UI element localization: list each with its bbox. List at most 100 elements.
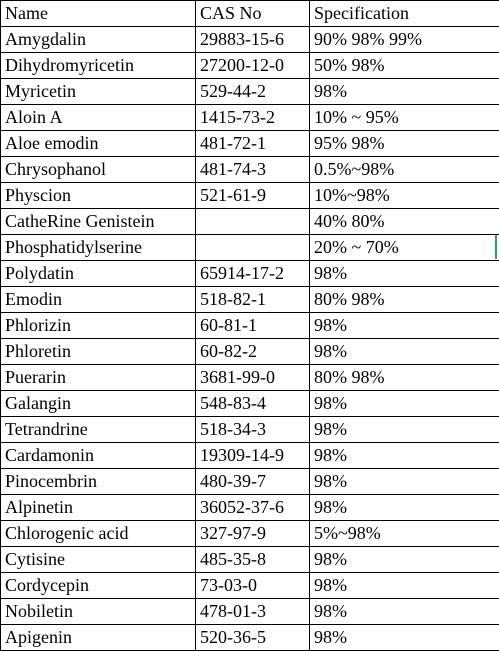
product-name-cell: Polydatin: [0, 260, 196, 287]
specification-cell: 98%: [309, 390, 499, 417]
table-row: Dihydromyricetin 27200-12-0 50% 98%: [0, 52, 499, 79]
table-row: Cytisine 485-35-8 98%: [0, 546, 499, 573]
specification-cell: 10% ~ 95%: [309, 104, 499, 131]
product-name-cell: Aloin A: [0, 104, 196, 131]
cas-number-cell: 19309-14-9: [195, 442, 310, 469]
cas-number-cell: [195, 234, 310, 261]
product-name-cell: Cordycepin: [0, 572, 196, 599]
specification-cell: 98%: [309, 494, 499, 521]
product-name-cell: Nobiletin: [0, 598, 196, 625]
header-row: Name CAS No Specification: [0, 0, 499, 27]
table-row: Phosphatidylserine 20% ~ 70%: [0, 234, 499, 261]
table-row: Pinocembrin 480-39-7 98%: [0, 468, 499, 495]
table-row: Cordycepin 73-03-0 98%: [0, 572, 499, 599]
cas-number-cell: 485-35-8: [195, 546, 310, 573]
specification-cell: 98%: [309, 598, 499, 625]
product-name-cell: Physcion: [0, 182, 196, 209]
cas-number-cell: 27200-12-0: [195, 52, 310, 79]
product-name-cell: Phloretin: [0, 338, 196, 365]
table-row: Chrysophanol 481-74-3 0.5%~98%: [0, 156, 499, 183]
product-name-cell: Chlorogenic acid: [0, 520, 196, 547]
table-row: Aloin A 1415-73-2 10% ~ 95%: [0, 104, 499, 131]
specification-cell: 98%: [309, 416, 499, 443]
product-name-cell: Emodin: [0, 286, 196, 313]
cas-number-cell: 518-34-3: [195, 416, 310, 443]
table-row: Apigenin 520-36-5 98%: [0, 624, 499, 651]
product-name-cell: Chrysophanol: [0, 156, 196, 183]
cas-number-cell: 1415-73-2: [195, 104, 310, 131]
product-name-cell: Pinocembrin: [0, 468, 196, 495]
table-row: Cardamonin 19309-14-9 98%: [0, 442, 499, 469]
product-name-cell: Galangin: [0, 390, 196, 417]
cas-number-cell: 521-61-9: [195, 182, 310, 209]
cas-number-cell: 29883-15-6: [195, 26, 310, 53]
table-row: Myricetin 529-44-2 98%: [0, 78, 499, 105]
table-row: Physcion 521-61-9 10%~98%: [0, 182, 499, 209]
specification-cell: 98%: [309, 78, 499, 105]
product-name-cell: Myricetin: [0, 78, 196, 105]
specification-cell: 98%: [309, 572, 499, 599]
specification-cell: 95% 98%: [309, 130, 499, 157]
header-name: Name: [0, 0, 196, 27]
cas-number-cell: 480-39-7: [195, 468, 310, 495]
specification-cell: 10%~98%: [309, 182, 499, 209]
specification-cell: 98%: [309, 260, 499, 287]
specification-cell: 40% 80%: [309, 208, 499, 235]
table-row: Chlorogenic acid 327-97-9 5%~98%: [0, 520, 499, 547]
table-row: Galangin 548-83-4 98%: [0, 390, 499, 417]
product-name-cell: Amygdalin: [0, 26, 196, 53]
table-row: Puerarin 3681-99-0 80% 98%: [0, 364, 499, 391]
cas-number-cell: 73-03-0: [195, 572, 310, 599]
cas-number-cell: 520-36-5: [195, 624, 310, 651]
table-row: CatheRine Genistein 40% 80%: [0, 208, 499, 235]
green-edge-marker: [495, 235, 497, 259]
table-row: Amygdalin 29883-15-6 90% 98% 99%: [0, 26, 499, 53]
cas-number-cell: 481-72-1: [195, 130, 310, 157]
cas-number-cell: 518-82-1: [195, 286, 310, 313]
product-name-cell: Phosphatidylserine: [0, 234, 196, 261]
product-name-cell: Phlorizin: [0, 312, 196, 339]
specification-cell: 98%: [309, 546, 499, 573]
product-name-cell: Cytisine: [0, 546, 196, 573]
specification-cell: 50% 98%: [309, 52, 499, 79]
specification-cell: 90% 98% 99%: [309, 26, 499, 53]
product-name-cell: Aloe emodin: [0, 130, 196, 157]
specification-cell: 98%: [309, 468, 499, 495]
cas-number-cell: 36052-37-6: [195, 494, 310, 521]
specification-cell: 80% 98%: [309, 286, 499, 313]
product-name-cell: CatheRine Genistein: [0, 208, 196, 235]
product-name-cell: Puerarin: [0, 364, 196, 391]
table-row: Aloe emodin 481-72-1 95% 98%: [0, 130, 499, 157]
cas-number-cell: 478-01-3: [195, 598, 310, 625]
specification-cell: 98%: [309, 442, 499, 469]
table-row: Phlorizin 60-81-1 98%: [0, 312, 499, 339]
specification-cell: 98%: [309, 312, 499, 339]
cas-number-cell: 60-82-2: [195, 338, 310, 365]
cas-number-cell: [195, 208, 310, 235]
specification-cell: 80% 98%: [309, 364, 499, 391]
header-specification: Specification: [309, 0, 499, 27]
header-cas-no: CAS No: [195, 0, 310, 27]
cas-number-cell: 60-81-1: [195, 312, 310, 339]
specification-cell: 98%: [309, 338, 499, 365]
specification-cell: 0.5%~98%: [309, 156, 499, 183]
cas-number-cell: 327-97-9: [195, 520, 310, 547]
specification-cell: 98%: [309, 624, 499, 651]
cas-number-cell: 548-83-4: [195, 390, 310, 417]
product-name-cell: Dihydromyricetin: [0, 52, 196, 79]
table-row: Polydatin 65914-17-2 98%: [0, 260, 499, 287]
table-row: Tetrandrine 518-34-3 98%: [0, 416, 499, 443]
product-name-cell: Alpinetin: [0, 494, 196, 521]
table-row: Nobiletin 478-01-3 98%: [0, 598, 499, 625]
cas-number-cell: 529-44-2: [195, 78, 310, 105]
table-row: Emodin 518-82-1 80% 98%: [0, 286, 499, 313]
table-row: Alpinetin 36052-37-6 98%: [0, 494, 499, 521]
cas-number-cell: 481-74-3: [195, 156, 310, 183]
table-row: Phloretin 60-82-2 98%: [0, 338, 499, 365]
cas-number-cell: 65914-17-2: [195, 260, 310, 287]
specification-cell: 20% ~ 70%: [309, 234, 499, 261]
cas-number-cell: 3681-99-0: [195, 364, 310, 391]
table-body: Amygdalin 29883-15-6 90% 98% 99% Dihydromyr…: [0, 26, 499, 651]
